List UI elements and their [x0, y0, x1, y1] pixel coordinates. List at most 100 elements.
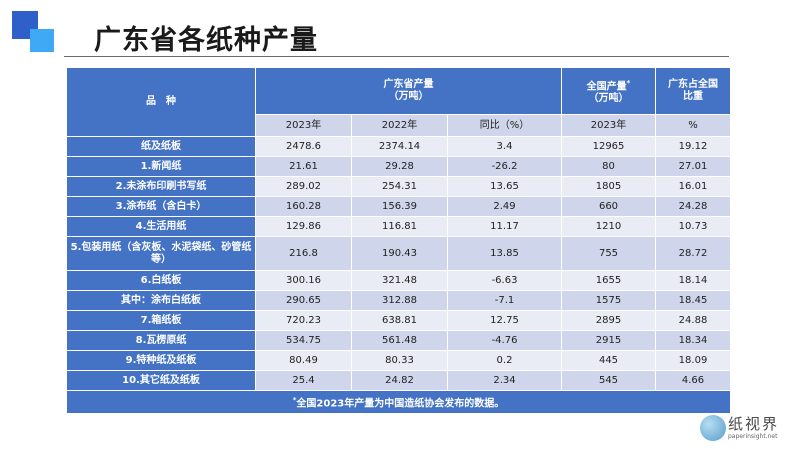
subheader-yoy: 同比（%） — [447, 114, 562, 137]
subheader-row: 2023年 2022年 同比（%） 2023年 % — [67, 114, 731, 137]
cell-yoy: 13.85 — [447, 236, 562, 271]
header-national-unit: （万吨） — [588, 93, 629, 105]
cell-gd2023: 289.02 — [255, 176, 352, 197]
header-guangdong-output: 广东省产量 （万吨） — [255, 67, 562, 115]
cell-gd2022: 156.39 — [351, 196, 448, 217]
row-category: 1.新闻纸 — [66, 156, 256, 177]
cell-gd2023: 534.75 — [255, 330, 352, 351]
cell-yoy: 2.49 — [447, 196, 562, 217]
watermark-name: 纸视界 — [728, 415, 780, 433]
table-row: 纸及纸板 2478.6 2374.14 3.4 12965 19.12 — [66, 136, 731, 157]
cell-share: 28.72 — [655, 236, 731, 271]
header-guangdong-label: 广东省产量 — [383, 79, 434, 90]
header-national-label: 全国产量 — [586, 81, 627, 93]
globe-icon — [700, 415, 726, 441]
cell-gd2022: 321.48 — [351, 270, 448, 291]
row-category: 3.涂布纸（含白卡） — [66, 196, 256, 217]
cell-share: 18.45 — [655, 290, 731, 311]
header-share: 广东占全国 比重 — [655, 67, 731, 115]
cell-share: 18.09 — [655, 350, 731, 371]
cell-gd2023: 129.86 — [255, 216, 352, 237]
cell-share: 24.88 — [655, 310, 731, 331]
table-row: 7.箱纸板 720.23 638.81 12.75 2895 24.88 — [66, 310, 731, 331]
footnote-mark: * — [292, 395, 297, 404]
cell-nat2023: 1575 — [561, 290, 656, 311]
cell-gd2023: 2478.6 — [255, 136, 352, 157]
table-row: 4.生活用纸 129.86 116.81 11.17 1210 10.73 — [66, 216, 731, 237]
row-category: 5.包装用纸（含灰板、水泥袋纸、砂管纸等） — [66, 236, 256, 271]
cell-nat2023: 2895 — [561, 310, 656, 331]
cell-share: 19.12 — [655, 136, 731, 157]
row-category: 8.瓦楞原纸 — [66, 330, 256, 351]
subheader-gd-2023: 2023年 — [255, 114, 352, 137]
watermark-url: paperinsight.net — [728, 433, 778, 440]
cell-yoy: 0.2 — [447, 350, 562, 371]
cell-nat2023: 660 — [561, 196, 656, 217]
cell-gd2023: 720.23 — [255, 310, 352, 331]
header-category-label: 品 种 — [146, 96, 176, 107]
cell-share: 27.01 — [655, 156, 731, 177]
subheader-share-unit: % — [655, 114, 731, 137]
row-category: 6.白纸板 — [66, 270, 256, 291]
cell-gd2022: 561.48 — [351, 330, 448, 351]
cell-yoy: -6.63 — [447, 270, 562, 291]
cell-gd2023: 25.4 — [255, 370, 352, 391]
row-category: 9.特种纸及纸板 — [66, 350, 256, 371]
table-row: 8.瓦楞原纸 534.75 561.48 -4.76 2915 18.34 — [66, 330, 731, 351]
header-row: 品 种 广东省产量 （万吨） 全国产量* （万吨） 广东占全国 比重 — [66, 67, 731, 137]
cell-yoy: -4.76 — [447, 330, 562, 351]
cell-yoy: -7.1 — [447, 290, 562, 311]
table-row: 6.白纸板 300.16 321.48 -6.63 1655 18.14 — [66, 270, 731, 291]
title-divider — [64, 56, 729, 57]
cell-gd2022: 24.82 — [351, 370, 448, 391]
cell-gd2023: 216.8 — [255, 236, 352, 271]
cell-nat2023: 545 — [561, 370, 656, 391]
row-category: 2.未涂布印刷书写纸 — [66, 176, 256, 197]
table-row: 10.其它纸及纸板 25.4 24.82 2.34 545 4.66 — [66, 370, 731, 391]
cell-gd2023: 300.16 — [255, 270, 352, 291]
cell-gd2022: 190.43 — [351, 236, 448, 271]
cell-yoy: 2.34 — [447, 370, 562, 391]
row-category: 纸及纸板 — [66, 136, 256, 157]
cell-nat2023: 12965 — [561, 136, 656, 157]
cell-share: 18.34 — [655, 330, 731, 351]
cell-yoy: 13.65 — [447, 176, 562, 197]
cell-gd2023: 160.28 — [255, 196, 352, 217]
row-category: 其中：涂布白纸板 — [66, 290, 256, 311]
footnote-cell: *全国2023年产量为中国造纸协会发布的数据。 — [66, 390, 731, 414]
table-row: 5.包装用纸（含灰板、水泥袋纸、砂管纸等） 216.8 190.43 13.85 755… — [66, 236, 731, 271]
cell-gd2023: 80.49 — [255, 350, 352, 371]
header-national-mark: * — [626, 78, 631, 87]
cell-gd2023: 21.61 — [255, 156, 352, 177]
cell-nat2023: 1655 — [561, 270, 656, 291]
row-category: 4.生活用纸 — [66, 216, 256, 237]
subheader-nat-2023: 2023年 — [561, 114, 656, 137]
cell-share: 16.01 — [655, 176, 731, 197]
cell-gd2022: 638.81 — [351, 310, 448, 331]
cell-nat2023: 755 — [561, 236, 656, 271]
header-share-label-2: 比重 — [683, 91, 703, 102]
footnote-row: *全国2023年产量为中国造纸协会发布的数据。 — [66, 390, 731, 414]
row-category: 10.其它纸及纸板 — [66, 370, 256, 391]
cell-share: 10.73 — [655, 216, 731, 237]
table-row: 其中：涂布白纸板 290.65 312.88 -7.1 1575 18.45 — [66, 290, 731, 311]
row-category: 7.箱纸板 — [66, 310, 256, 331]
header-guangdong-unit: （万吨） — [388, 91, 429, 102]
footnote-text: 全国2023年产量为中国造纸协会发布的数据。 — [296, 398, 505, 410]
cell-nat2023: 1805 — [561, 176, 656, 197]
cell-nat2023: 1210 — [561, 216, 656, 237]
cell-gd2022: 254.31 — [351, 176, 448, 197]
table-row: 2.未涂布印刷书写纸 289.02 254.31 13.65 1805 16.01 — [66, 176, 731, 197]
cell-yoy: 11.17 — [447, 216, 562, 237]
header-category: 品 种 — [66, 67, 256, 137]
cell-gd2022: 312.88 — [351, 290, 448, 311]
cell-nat2023: 80 — [561, 156, 656, 177]
slide-title: 广东省各纸种产量 — [94, 25, 318, 56]
subheader-gd-2022: 2022年 — [351, 114, 448, 137]
table-row: 3.涂布纸（含白卡） 160.28 156.39 2.49 660 24.28 — [66, 196, 731, 217]
cell-gd2022: 29.28 — [351, 156, 448, 177]
cell-nat2023: 445 — [561, 350, 656, 371]
cell-gd2022: 116.81 — [351, 216, 448, 237]
header-national-output: 全国产量* （万吨） — [561, 67, 656, 115]
cell-share: 4.66 — [655, 370, 731, 391]
